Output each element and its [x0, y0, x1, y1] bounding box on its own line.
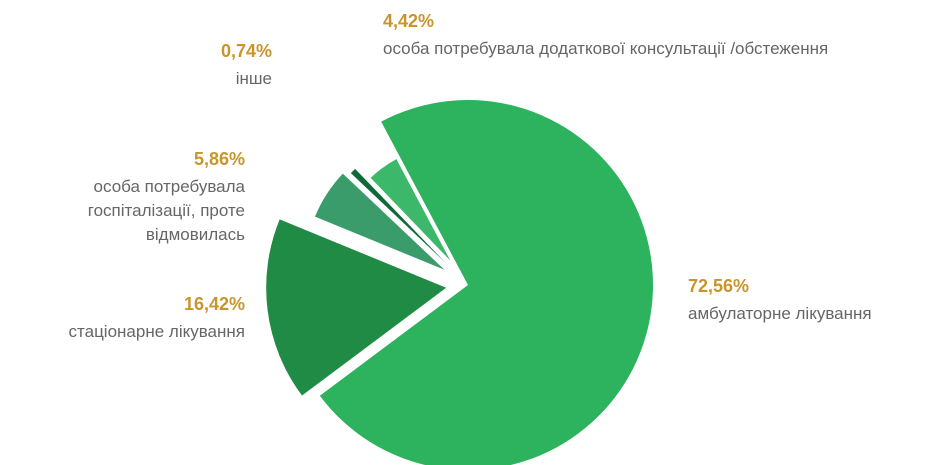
pie-slice	[314, 173, 445, 270]
category-label: особа потребувала додаткової консультаці…	[383, 39, 828, 58]
pie-slice	[350, 168, 446, 263]
value-label: 72,56%	[688, 276, 749, 296]
value-label: 16,42%	[184, 294, 245, 314]
value-label: 4,42%	[383, 11, 434, 31]
pie-slice	[370, 159, 451, 261]
category-label: особа потребувала госпіталізації, проте ві…	[88, 177, 246, 244]
pie-slice	[319, 100, 653, 465]
category-label: амбулаторне лікування	[688, 304, 872, 323]
pie-slice	[266, 219, 447, 396]
value-label: 0,74%	[221, 41, 272, 61]
category-label: стаціонарне лікування	[69, 322, 245, 341]
value-label: 5,86%	[194, 149, 245, 169]
category-label: інше	[236, 69, 272, 88]
